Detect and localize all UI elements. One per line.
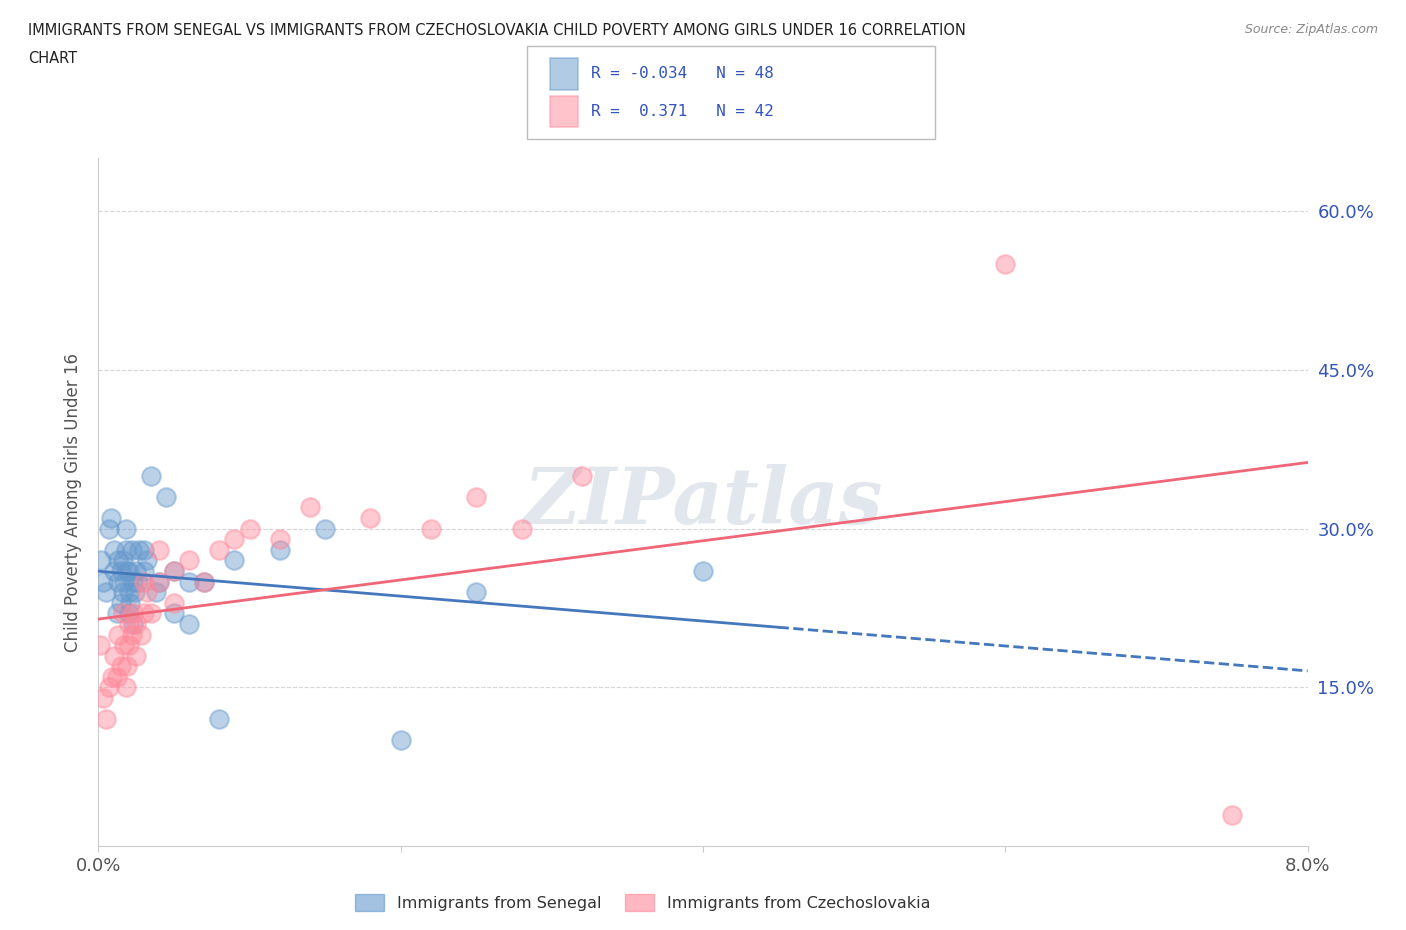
- Text: CHART: CHART: [28, 51, 77, 66]
- Point: [125, 617, 148, 631]
- Point: [125, 564, 148, 578]
- Point: [91, 691, 114, 706]
- Point: [110, 595, 132, 610]
- Point: [465, 489, 488, 504]
- Point: [114, 521, 136, 536]
- Point: [135, 585, 157, 600]
- Point: [110, 564, 132, 578]
- Point: [118, 606, 141, 621]
- Point: [98, 680, 121, 695]
- Point: [118, 638, 141, 653]
- Point: [163, 564, 186, 578]
- Point: [114, 542, 136, 557]
- Point: [141, 606, 163, 621]
- Point: [155, 489, 177, 504]
- Point: [179, 553, 201, 568]
- Point: [994, 257, 1017, 272]
- Point: [103, 564, 125, 578]
- Y-axis label: Child Poverty Among Girls Under 16: Child Poverty Among Girls Under 16: [65, 352, 83, 652]
- Point: [193, 574, 215, 589]
- Point: [179, 617, 201, 631]
- Point: [465, 585, 488, 600]
- Point: [122, 617, 145, 631]
- Point: [389, 733, 412, 748]
- Point: [118, 617, 141, 631]
- Point: [129, 627, 152, 642]
- Point: [111, 585, 134, 600]
- Point: [510, 521, 533, 536]
- Point: [224, 532, 246, 547]
- Point: [107, 627, 129, 642]
- Text: IMMIGRANTS FROM SENEGAL VS IMMIGRANTS FROM CZECHOSLOVAKIA CHILD POVERTY AMONG GI: IMMIGRANTS FROM SENEGAL VS IMMIGRANTS FR…: [28, 23, 966, 38]
- Point: [110, 658, 132, 673]
- Point: [163, 606, 186, 621]
- Point: [1220, 807, 1243, 822]
- Point: [692, 564, 714, 578]
- Point: [112, 638, 135, 653]
- Text: ZIPatlas: ZIPatlas: [523, 464, 883, 540]
- Point: [118, 564, 141, 578]
- Point: [571, 469, 593, 484]
- Text: Source: ZipAtlas.com: Source: ZipAtlas.com: [1244, 23, 1378, 36]
- Point: [89, 638, 111, 653]
- Text: R =  0.371   N = 42: R = 0.371 N = 42: [591, 104, 773, 119]
- Point: [132, 542, 155, 557]
- Point: [107, 553, 129, 568]
- Point: [148, 542, 170, 557]
- Point: [208, 542, 231, 557]
- Point: [101, 670, 124, 684]
- Point: [299, 500, 322, 515]
- Point: [111, 553, 134, 568]
- Legend: Immigrants from Senegal, Immigrants from Czechoslovakia: Immigrants from Senegal, Immigrants from…: [349, 887, 936, 918]
- Point: [112, 574, 135, 589]
- Point: [193, 574, 215, 589]
- Point: [103, 648, 125, 663]
- Point: [94, 711, 117, 726]
- Point: [420, 521, 443, 536]
- Point: [128, 542, 150, 557]
- Point: [103, 542, 125, 557]
- Point: [124, 585, 146, 600]
- Point: [121, 542, 143, 557]
- Point: [120, 595, 142, 610]
- Text: R = -0.034   N = 48: R = -0.034 N = 48: [591, 66, 773, 81]
- Point: [135, 553, 157, 568]
- Point: [224, 553, 246, 568]
- Point: [127, 574, 149, 589]
- Point: [269, 532, 291, 547]
- Point: [148, 574, 170, 589]
- Point: [115, 564, 138, 578]
- Point: [105, 670, 128, 684]
- Point: [132, 574, 155, 589]
- Point: [163, 564, 186, 578]
- Point: [98, 521, 121, 536]
- Point: [114, 680, 136, 695]
- Point: [141, 469, 163, 484]
- Point: [111, 606, 134, 621]
- Point: [179, 574, 201, 589]
- Point: [90, 553, 112, 568]
- Point: [115, 658, 138, 673]
- Point: [269, 542, 291, 557]
- Point: [239, 521, 262, 536]
- Point: [314, 521, 336, 536]
- Point: [122, 574, 145, 589]
- Point: [105, 606, 128, 621]
- Point: [148, 574, 170, 589]
- Point: [100, 511, 122, 525]
- Point: [132, 564, 155, 578]
- Point: [91, 574, 114, 589]
- Point: [163, 595, 186, 610]
- Point: [132, 606, 155, 621]
- Point: [122, 606, 145, 621]
- Point: [125, 648, 148, 663]
- Point: [208, 711, 231, 726]
- Point: [107, 574, 129, 589]
- Point: [360, 511, 382, 525]
- Point: [118, 585, 141, 600]
- Point: [145, 585, 167, 600]
- Point: [121, 627, 143, 642]
- Point: [94, 585, 117, 600]
